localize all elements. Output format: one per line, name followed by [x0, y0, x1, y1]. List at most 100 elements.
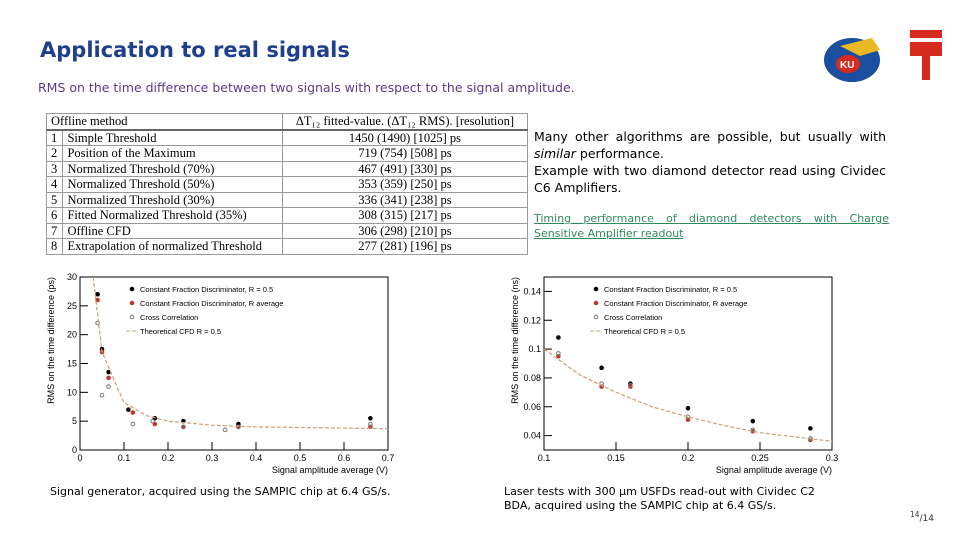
y-tick-label: 0.14 [523, 286, 541, 296]
data-point [106, 369, 111, 375]
text: Many other algorithms are possible, but … [534, 129, 886, 144]
table-cell: Normalized Threshold (30%) [62, 191, 283, 208]
plot: 0 0.1 0.2 0.3 0.4 0.5 0.6 0.7 0 5 10 15 20 25 30 Signal… [46, 272, 394, 475]
body-text: Many other algorithms are possible, but … [534, 128, 886, 196]
table-cell: ΔT₁₂ fitted-value. (ΔT₁₂ RMS). [resoluti… [281, 113, 529, 131]
data-point [150, 418, 155, 424]
x-tick-label: 0.15 [607, 453, 625, 463]
svg-text:KU: KU [840, 60, 854, 71]
x-tick-label: 0.6 [338, 453, 351, 463]
x-tick-label: 0.3 [826, 453, 839, 463]
x-axis-label: Signal amplitude average (V) [716, 465, 832, 475]
y-tick-label: 10 [67, 387, 77, 397]
x-tick-label: 0.2 [682, 453, 695, 463]
fit-line [92, 276, 389, 430]
table-cell: 467 (491) [330] ps [281, 160, 529, 177]
y-axis-label: RMS on the time difference (ns) [510, 277, 520, 404]
table-row: 1 Simple Threshold 1450 (1490) [1025] ps [45, 129, 529, 146]
table-cell: 277 (281) [196] ps [281, 238, 529, 255]
data-point [750, 427, 756, 433]
legend-label: Cross Correlation [140, 313, 198, 322]
table-row: 3 Normalized Threshold (70%) 467 (491) [33… [45, 160, 529, 177]
data-point [222, 427, 228, 433]
page: 14 [909, 510, 920, 519]
data-point [556, 335, 561, 340]
data-point [181, 424, 186, 430]
legend-key [129, 314, 135, 320]
table-cell: 1450 (1490) [1025] ps [281, 129, 529, 146]
y-tick-label: 0.06 [523, 402, 541, 412]
table-cell: 7 [45, 222, 64, 239]
link[interactable]: Timing performance of diamond detectors … [534, 212, 889, 240]
plot: 0.1 0.15 0.2 0.25 0.3 0.04 0.06 0.08 0.1 0.12 0.14… [510, 276, 839, 475]
legend-label: Constant Fraction Discriminator, R = 0.5 [604, 285, 737, 294]
data-point [152, 421, 158, 427]
x-tick-label: 0.3 [206, 453, 219, 463]
data-point [685, 405, 691, 411]
x-tick-label: 0.25 [751, 453, 769, 463]
x-axis-label: Signal amplitude average (V) [272, 465, 388, 475]
data-point [106, 384, 111, 389]
data-point [368, 421, 373, 427]
x-tick-label: 0.4 [250, 453, 263, 463]
y-tick-label: 5 [72, 416, 77, 426]
table-cell: Extrapolation of normalized Threshold [62, 238, 283, 255]
y-tick-label: 0.04 [523, 431, 541, 441]
subtitle: RMS on the time difference between two s… [38, 80, 575, 95]
data-point [750, 418, 756, 424]
data-point [599, 365, 604, 371]
table-row: 5 Normalized Threshold (30%) 336 (341) [23… [45, 191, 529, 208]
data-point [99, 392, 105, 398]
method-table: Offline method ΔT₁₂ fitted-value. (ΔT₁₂ R… [45, 113, 529, 255]
y-tick-label: 20 [67, 330, 77, 340]
table-row: 2 Position of the Maximum 719 (754) [508] … [45, 145, 529, 162]
data-point [130, 410, 136, 415]
data-point [130, 421, 136, 427]
y-axis-label: RMS on the time difference (ps) [46, 277, 56, 404]
x-tick-label: 0 [77, 453, 82, 463]
y-tick-label: 15 [67, 359, 77, 369]
legend-key [129, 300, 135, 306]
legend-key [129, 286, 135, 292]
table-cell: 719 (754) [508] ps [281, 145, 529, 162]
legend-key [593, 286, 599, 292]
y-tick-label: 0.1 [528, 344, 541, 354]
logos: KU [824, 30, 942, 82]
table-cell: 308 (315) [217] ps [281, 207, 529, 224]
table-cell: Offline CFD [62, 222, 283, 239]
text: similar [534, 146, 576, 161]
data-point [236, 424, 241, 430]
table-cell: 306 (298) [210] ps [281, 222, 529, 239]
legend-label: Constant Fraction Discriminator, R avera… [140, 299, 283, 308]
page-total: /14 [919, 514, 934, 524]
legend-label: Constant Fraction Discriminator, R = 0.5 [140, 285, 273, 294]
table-cell: 1 [45, 129, 64, 146]
table-cell: 6 [45, 207, 64, 224]
fit-line [543, 348, 833, 442]
data-point [556, 351, 561, 356]
legend-label: Constant Fraction Discriminator, R avera… [604, 299, 747, 308]
data-point [126, 407, 131, 412]
legend-key [593, 314, 599, 320]
table-row: Offline method ΔT₁₂ fitted-value. (ΔT₁₂ R… [46, 113, 529, 131]
table-cell: 5 [45, 191, 64, 208]
data-point [95, 297, 100, 303]
table-cell: Position of the Maximum [62, 145, 283, 162]
caption: Signal generator, acquired using the SAM… [50, 485, 391, 498]
table-row: 7 Offline CFD 306 (298) [210] ps [45, 222, 529, 239]
legend-label: Cross Correlation [604, 313, 662, 322]
y-tick-label: 0 [72, 445, 77, 455]
paragraph: Example with two diamond detector read u… [534, 163, 886, 195]
x-tick-label: 0.5 [294, 453, 307, 463]
legend-label: Theoretical CFD R = 0.5 [140, 327, 221, 336]
data-point [95, 320, 100, 326]
paragraph: Many other algorithms are possible, but … [534, 128, 886, 162]
data-point [368, 415, 373, 421]
x-tick-label: 0.1 [118, 453, 131, 463]
page-number: 14/14 [910, 510, 934, 524]
title: Application to real signals [40, 38, 350, 62]
table-row: 4 Normalized Threshold (50%) 353 (359) [25… [45, 176, 529, 193]
table-cell: Normalized Threshold (70%) [62, 160, 283, 177]
text: performance. [575, 146, 664, 161]
table-cell: 4 [45, 176, 64, 193]
